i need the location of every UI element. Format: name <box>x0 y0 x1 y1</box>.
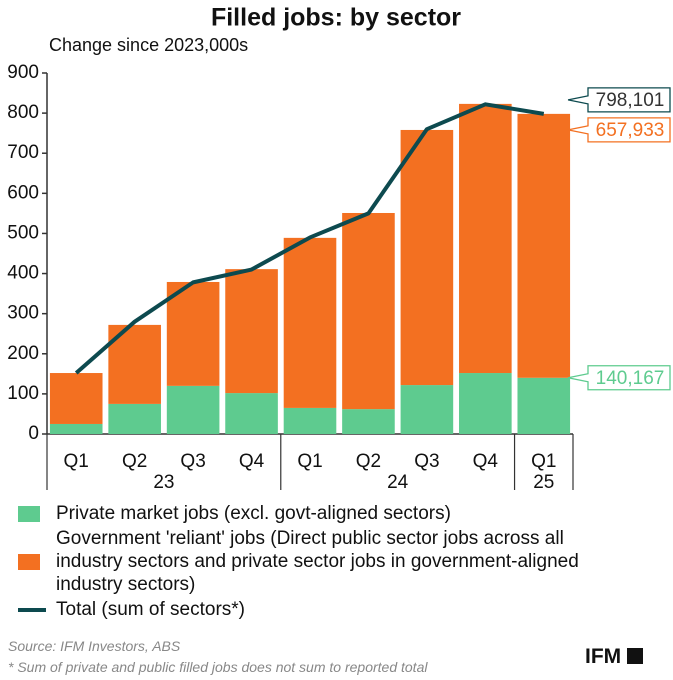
footnote: * Sum of private and public filled jobs … <box>8 659 428 675</box>
x-tick-label: Q2 <box>122 451 147 472</box>
legend-item: Government 'reliant' jobs (Direct public… <box>18 527 638 596</box>
y-tick-label: 800 <box>7 102 39 123</box>
y-tick-label: 200 <box>7 343 39 364</box>
bar <box>459 373 512 434</box>
bar <box>342 212 395 410</box>
logo-icon <box>627 648 643 664</box>
bar <box>517 377 571 434</box>
y-tick-label: 0 <box>28 423 39 444</box>
y-tick-label: 900 <box>7 62 39 83</box>
legend-label: Government 'reliant' jobs (Direct public… <box>56 528 579 595</box>
legend-item: Private market jobs (excl. govt-aligned … <box>18 502 638 525</box>
bar <box>49 423 103 434</box>
x-tick-label: Q1 <box>297 451 322 472</box>
total-line <box>74 102 545 375</box>
bar <box>342 409 395 434</box>
chart: Filled jobs: by sector Change since 2023… <box>7 4 671 493</box>
bar <box>400 129 454 386</box>
y-tick-label: 400 <box>7 263 39 284</box>
callout-box <box>567 87 671 113</box>
logo-text: IFM <box>585 645 622 668</box>
legend-swatch <box>18 553 40 570</box>
x-group-label: 25 <box>533 472 554 493</box>
x-group-label: 23 <box>153 472 174 493</box>
y-tick-label: 500 <box>7 222 39 243</box>
bar <box>225 269 278 394</box>
bar <box>166 385 220 434</box>
bar <box>517 113 571 378</box>
bar <box>283 237 337 408</box>
bar <box>459 103 512 374</box>
value-label: 798,101 <box>596 90 665 111</box>
x-tick-label: Q2 <box>356 451 381 472</box>
x-tick-label: Q3 <box>180 451 205 472</box>
bar <box>108 403 161 434</box>
bar <box>400 385 454 434</box>
value-label: 140,167 <box>596 368 665 389</box>
x-tick-label: Q1 <box>531 451 556 472</box>
bar <box>225 393 278 434</box>
y-tick-label: 100 <box>7 383 39 404</box>
value-label: 657,933 <box>596 120 665 141</box>
x-tick-label: Q4 <box>473 451 499 472</box>
x-tick-label: Q3 <box>414 451 439 472</box>
y-tick-label: 700 <box>7 142 39 163</box>
source-note: Source: IFM Investors, ABS <box>8 638 181 654</box>
bar <box>49 373 103 424</box>
legend-label: Total (sum of sectors*) <box>56 599 245 620</box>
logo: IFM <box>585 645 643 669</box>
x-group-label: 24 <box>387 472 409 493</box>
callout-box <box>567 365 671 391</box>
legend-swatch <box>18 607 46 612</box>
chart-title: Filled jobs: by sector <box>211 4 461 32</box>
x-tick-label: Q1 <box>64 451 89 472</box>
bar <box>283 407 337 434</box>
legend-item: Total (sum of sectors*) <box>18 598 638 621</box>
bar <box>166 281 220 386</box>
legend-label: Private market jobs (excl. govt-aligned … <box>56 503 451 524</box>
legend: Private market jobs (excl. govt-aligned … <box>18 502 638 623</box>
x-tick-label: Q4 <box>239 451 265 472</box>
legend-swatch <box>18 505 40 522</box>
callout-box <box>567 117 671 143</box>
chart-subtitle: Change since 2023,000s <box>49 35 248 55</box>
y-tick-label: 600 <box>7 182 39 203</box>
y-tick-label: 300 <box>7 303 39 324</box>
